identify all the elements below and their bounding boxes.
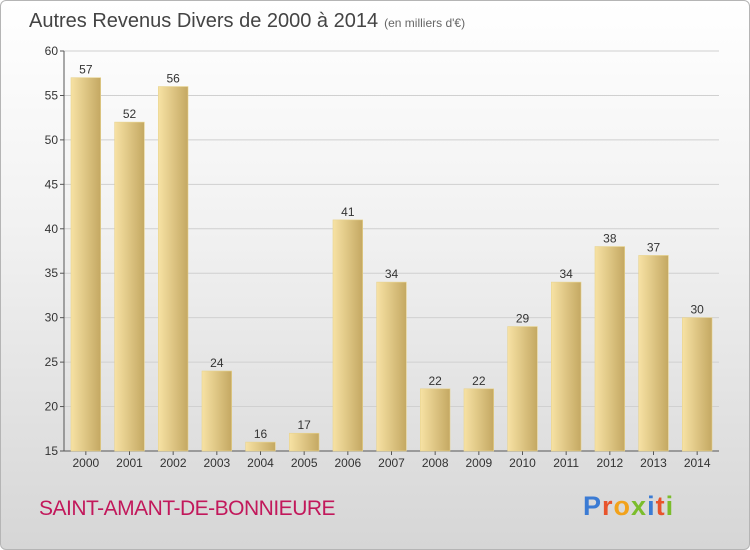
x-tick-label-2002: 2002 [160,456,187,470]
y-tick-label: 50 [45,133,59,147]
value-label-2000: 57 [79,63,93,77]
proxiti-logo: Proxiti [583,491,674,522]
value-label-2003: 24 [210,356,224,370]
bar-2013 [638,255,669,452]
bar-2008 [420,388,451,452]
value-label-2001: 52 [123,107,137,121]
chart-subtitle: (en milliers d'€) [384,16,466,30]
value-label-2012: 38 [603,232,617,246]
value-label-2008: 22 [428,374,442,388]
bar-2005 [289,432,320,452]
y-tick-label: 35 [45,266,59,280]
bar-2003 [201,370,232,452]
value-label-2002: 56 [166,72,180,86]
x-tick-label-2013: 2013 [640,456,667,470]
logo-letter: i [647,491,656,521]
y-tick-label: 45 [45,177,59,191]
bar-2010 [507,326,538,452]
value-label-2014: 30 [690,303,704,317]
x-tick-label-2008: 2008 [422,456,449,470]
x-tick-label-2001: 2001 [116,456,143,470]
value-label-2005: 17 [297,418,311,432]
y-tick-label: 60 [45,44,59,58]
bar-2012 [594,246,625,452]
value-label-2006: 41 [341,205,355,219]
value-label-2011: 34 [559,267,573,281]
value-label-2009: 22 [472,374,486,388]
bar-2000 [70,77,101,452]
chart-title: Autres Revenus Divers de 2000 à 2014 (en … [29,10,465,33]
bar-2004 [245,441,276,452]
value-label-2007: 34 [385,267,399,281]
y-tick-label: 20 [45,400,59,414]
x-tick-label-2005: 2005 [291,456,318,470]
value-label-2010: 29 [516,312,530,326]
bar-2006 [332,219,363,452]
x-tick-label-2000: 2000 [72,456,99,470]
logo-letter: o [613,491,632,521]
x-tick-label-2003: 2003 [203,456,230,470]
value-label-2004: 16 [254,427,268,441]
chart-title-text: Autres Revenus Divers de 2000 à 2014 [29,10,379,32]
x-tick-label-2004: 2004 [247,456,274,470]
bar-2002 [158,86,189,452]
labels: 15 20 25 30 35 40 45 50 55 60 57 2000 52 2001 56 2002 24… [45,44,711,470]
bars [70,77,713,452]
y-tick-label: 30 [45,311,59,325]
x-tick-label-2006: 2006 [334,456,361,470]
value-label-2013: 37 [647,240,661,254]
y-tick-label: 15 [45,444,59,458]
logo-letter: t [655,491,666,521]
x-tick-label-2007: 2007 [378,456,405,470]
logo-letter: x [631,491,648,521]
logo-letter: P [583,491,603,521]
commune-name: SAINT-AMANT-DE-BONNIEURE [39,497,336,520]
logo-letter: i [665,491,675,521]
bar-2014 [682,317,713,452]
bar-2011 [551,281,582,452]
y-tick-label: 25 [45,355,59,369]
x-tick-label-2012: 2012 [596,456,623,470]
y-tick-label: 55 [45,88,59,102]
x-tick-label-2014: 2014 [684,456,711,470]
bar-2009 [463,388,494,452]
logo-letter: r [602,491,614,521]
bar-2001 [114,121,145,452]
x-tick-label-2009: 2009 [465,456,492,470]
x-tick-label-2011: 2011 [553,456,579,470]
bar-2007 [376,281,407,452]
y-tick-label: 40 [45,222,59,236]
x-tick-label-2010: 2010 [509,456,536,470]
